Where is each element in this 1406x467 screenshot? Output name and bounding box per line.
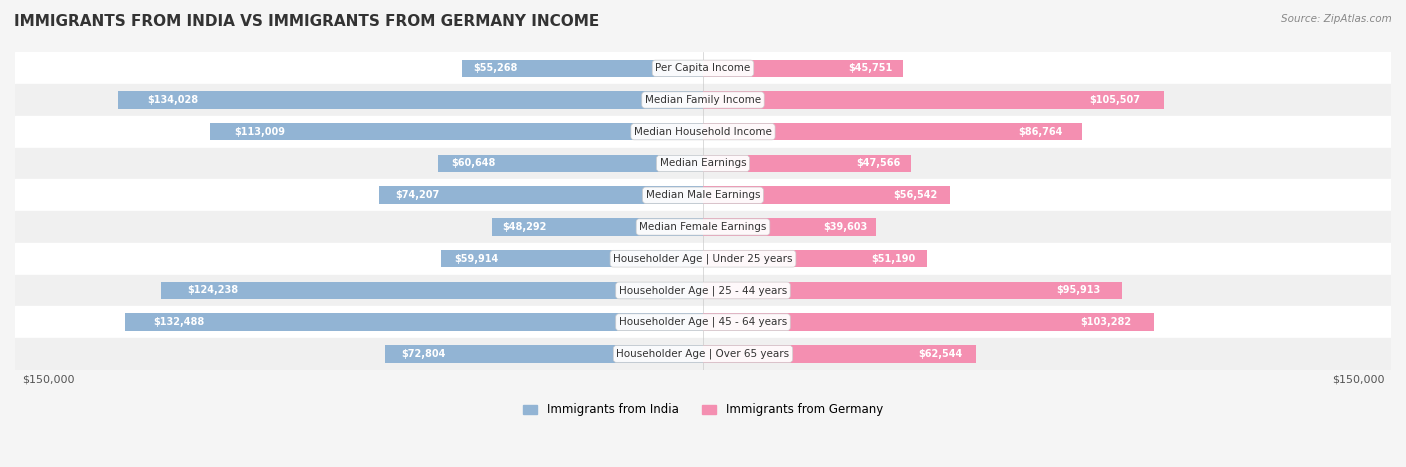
Text: IMMIGRANTS FROM INDIA VS IMMIGRANTS FROM GERMANY INCOME: IMMIGRANTS FROM INDIA VS IMMIGRANTS FROM… bbox=[14, 14, 599, 29]
Bar bbox=[703, 59, 903, 77]
Text: $45,751: $45,751 bbox=[849, 63, 893, 73]
Text: $59,914: $59,914 bbox=[454, 254, 499, 264]
Text: Source: ZipAtlas.com: Source: ZipAtlas.com bbox=[1281, 14, 1392, 24]
Text: $103,282: $103,282 bbox=[1080, 317, 1132, 327]
Text: Median Female Earnings: Median Female Earnings bbox=[640, 222, 766, 232]
Text: Median Earnings: Median Earnings bbox=[659, 158, 747, 169]
Text: $60,648: $60,648 bbox=[451, 158, 496, 169]
Text: $113,009: $113,009 bbox=[235, 127, 285, 137]
Text: $72,804: $72,804 bbox=[401, 349, 446, 359]
Text: $74,207: $74,207 bbox=[395, 190, 440, 200]
Text: Householder Age | Over 65 years: Householder Age | Over 65 years bbox=[616, 349, 790, 359]
Text: Householder Age | 25 - 44 years: Householder Age | 25 - 44 years bbox=[619, 285, 787, 296]
Text: $134,028: $134,028 bbox=[148, 95, 198, 105]
Bar bbox=[703, 123, 1081, 141]
Bar bbox=[492, 218, 703, 236]
Bar bbox=[15, 84, 1391, 116]
Bar bbox=[703, 218, 876, 236]
Text: $124,238: $124,238 bbox=[187, 285, 239, 296]
Bar bbox=[160, 282, 703, 299]
Text: $48,292: $48,292 bbox=[503, 222, 547, 232]
Text: $39,603: $39,603 bbox=[823, 222, 868, 232]
Bar bbox=[15, 306, 1391, 338]
Bar bbox=[703, 155, 911, 172]
Text: $132,488: $132,488 bbox=[153, 317, 205, 327]
Text: $55,268: $55,268 bbox=[474, 63, 519, 73]
Text: Householder Age | 45 - 64 years: Householder Age | 45 - 64 years bbox=[619, 317, 787, 327]
Bar bbox=[15, 179, 1391, 211]
Bar bbox=[703, 313, 1154, 331]
Bar bbox=[703, 282, 1122, 299]
Text: $86,764: $86,764 bbox=[1018, 127, 1063, 137]
Bar bbox=[15, 148, 1391, 179]
Bar bbox=[15, 52, 1391, 84]
Bar bbox=[15, 338, 1391, 370]
Bar bbox=[15, 211, 1391, 243]
Text: $105,507: $105,507 bbox=[1090, 95, 1140, 105]
Text: Per Capita Income: Per Capita Income bbox=[655, 63, 751, 73]
Bar bbox=[15, 243, 1391, 275]
Text: $56,542: $56,542 bbox=[893, 190, 938, 200]
Text: Householder Age | Under 25 years: Householder Age | Under 25 years bbox=[613, 254, 793, 264]
Bar bbox=[441, 250, 703, 268]
Bar bbox=[209, 123, 703, 141]
Text: Median Household Income: Median Household Income bbox=[634, 127, 772, 137]
Text: $47,566: $47,566 bbox=[856, 158, 900, 169]
Bar bbox=[15, 116, 1391, 148]
Text: Median Male Earnings: Median Male Earnings bbox=[645, 190, 761, 200]
Bar bbox=[125, 313, 703, 331]
Bar bbox=[703, 250, 927, 268]
Legend: Immigrants from India, Immigrants from Germany: Immigrants from India, Immigrants from G… bbox=[519, 399, 887, 421]
Text: $62,544: $62,544 bbox=[918, 349, 963, 359]
Bar bbox=[461, 59, 703, 77]
Text: $95,913: $95,913 bbox=[1056, 285, 1101, 296]
Bar bbox=[703, 345, 976, 363]
Text: $51,190: $51,190 bbox=[872, 254, 915, 264]
Bar bbox=[385, 345, 703, 363]
Text: Median Family Income: Median Family Income bbox=[645, 95, 761, 105]
Bar bbox=[703, 186, 950, 204]
Bar bbox=[703, 91, 1164, 109]
Bar bbox=[439, 155, 703, 172]
Bar bbox=[118, 91, 703, 109]
Bar bbox=[380, 186, 703, 204]
Bar bbox=[15, 275, 1391, 306]
